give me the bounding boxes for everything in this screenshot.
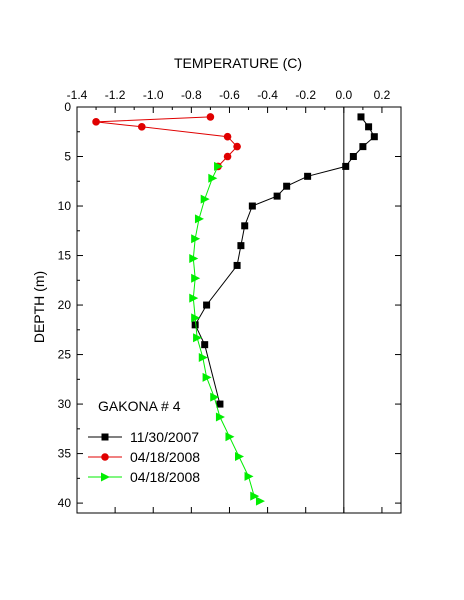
- legend-label: 04/18/2008: [130, 469, 200, 485]
- data-point: [250, 491, 260, 501]
- y-tick-label: 25: [58, 348, 72, 362]
- legend-marker: [101, 453, 109, 461]
- data-point: [92, 118, 100, 126]
- data-point: [241, 222, 249, 230]
- data-point: [203, 301, 211, 309]
- y-tick-label: 0: [64, 100, 71, 114]
- legend: 11/30/2007 04/18/2008 04/18/2008: [88, 429, 200, 485]
- data-point: [191, 313, 201, 323]
- data-point: [223, 132, 232, 141]
- data-point: [191, 273, 201, 283]
- y-tick-label: 10: [58, 199, 72, 213]
- data-point: [191, 321, 199, 329]
- legend-entry: 04/18/2008: [88, 449, 200, 465]
- data-point: [244, 471, 254, 481]
- legend-label: 11/30/2007: [130, 429, 199, 445]
- data-point: [206, 113, 215, 121]
- data-point: [370, 133, 378, 141]
- y-tick-label: 5: [64, 150, 71, 164]
- data-point: [357, 113, 365, 121]
- data-point: [365, 123, 373, 131]
- data-point: [215, 412, 225, 422]
- data-point: [349, 153, 357, 161]
- y-axis-title: DEPTH (m): [31, 271, 47, 343]
- data-point: [198, 353, 208, 363]
- data-point: [304, 172, 312, 180]
- legend-entry: 04/18/2008: [88, 469, 200, 485]
- series-1: [191, 113, 378, 408]
- data-point: [214, 161, 224, 171]
- data-point: [233, 142, 241, 151]
- x-tick-label: 0.0: [335, 88, 352, 102]
- data-point: [189, 254, 199, 264]
- x-tick-label: -0.2: [295, 88, 316, 102]
- x-tick-label: -1.4: [67, 88, 88, 102]
- well-annotation: GAKONA # 4: [98, 398, 181, 414]
- data-point: [216, 400, 224, 408]
- x-tick-label: -1.2: [105, 88, 126, 102]
- data-point: [210, 392, 220, 402]
- data-point: [208, 173, 218, 183]
- x-tick-label: -0.6: [219, 88, 240, 102]
- data-point: [194, 214, 204, 224]
- data-point: [191, 234, 201, 244]
- data-point: [283, 182, 291, 190]
- series-layer: [92, 113, 378, 506]
- y-tick-label: 30: [58, 397, 72, 411]
- plot-frame: [76, 106, 402, 514]
- data-point: [201, 341, 209, 349]
- data-point: [255, 496, 265, 506]
- series-2: [92, 113, 241, 171]
- data-point: [359, 143, 367, 151]
- legend-entry: 11/30/2007: [88, 429, 199, 445]
- data-point: [248, 202, 256, 210]
- data-point: [237, 242, 245, 250]
- series-3: [189, 161, 265, 506]
- data-point: [202, 372, 212, 382]
- legend-marker: [101, 433, 109, 441]
- x-tick-label: -1.0: [143, 88, 164, 102]
- data-point: [193, 333, 203, 343]
- y-tick-label: 35: [58, 447, 72, 461]
- data-point: [223, 152, 232, 161]
- y-tick-label: 20: [58, 298, 72, 312]
- legend-label: 04/18/2008: [130, 449, 200, 465]
- x-tick-label: 0.2: [374, 88, 391, 102]
- tick-layer: -1.4 -1.2 -1.0 -0.8 -0.6 -0.4 -0.2 0.0 0.2 0 5 10 15…: [58, 88, 401, 513]
- y-tick-label: 40: [58, 496, 72, 510]
- data-point: [273, 192, 281, 200]
- data-point: [225, 432, 235, 442]
- data-point: [235, 452, 244, 462]
- data-point: [138, 123, 146, 131]
- legend-marker: [101, 472, 110, 482]
- x-axis-title: TEMPERATURE (C): [174, 55, 302, 71]
- data-point: [342, 162, 350, 170]
- y-tick-label: 15: [58, 249, 72, 263]
- data-point: [200, 194, 210, 204]
- data-point: [189, 293, 199, 303]
- x-tick-label: -0.4: [257, 88, 278, 102]
- x-tick-label: -0.8: [181, 88, 202, 102]
- data-point: [233, 261, 241, 269]
